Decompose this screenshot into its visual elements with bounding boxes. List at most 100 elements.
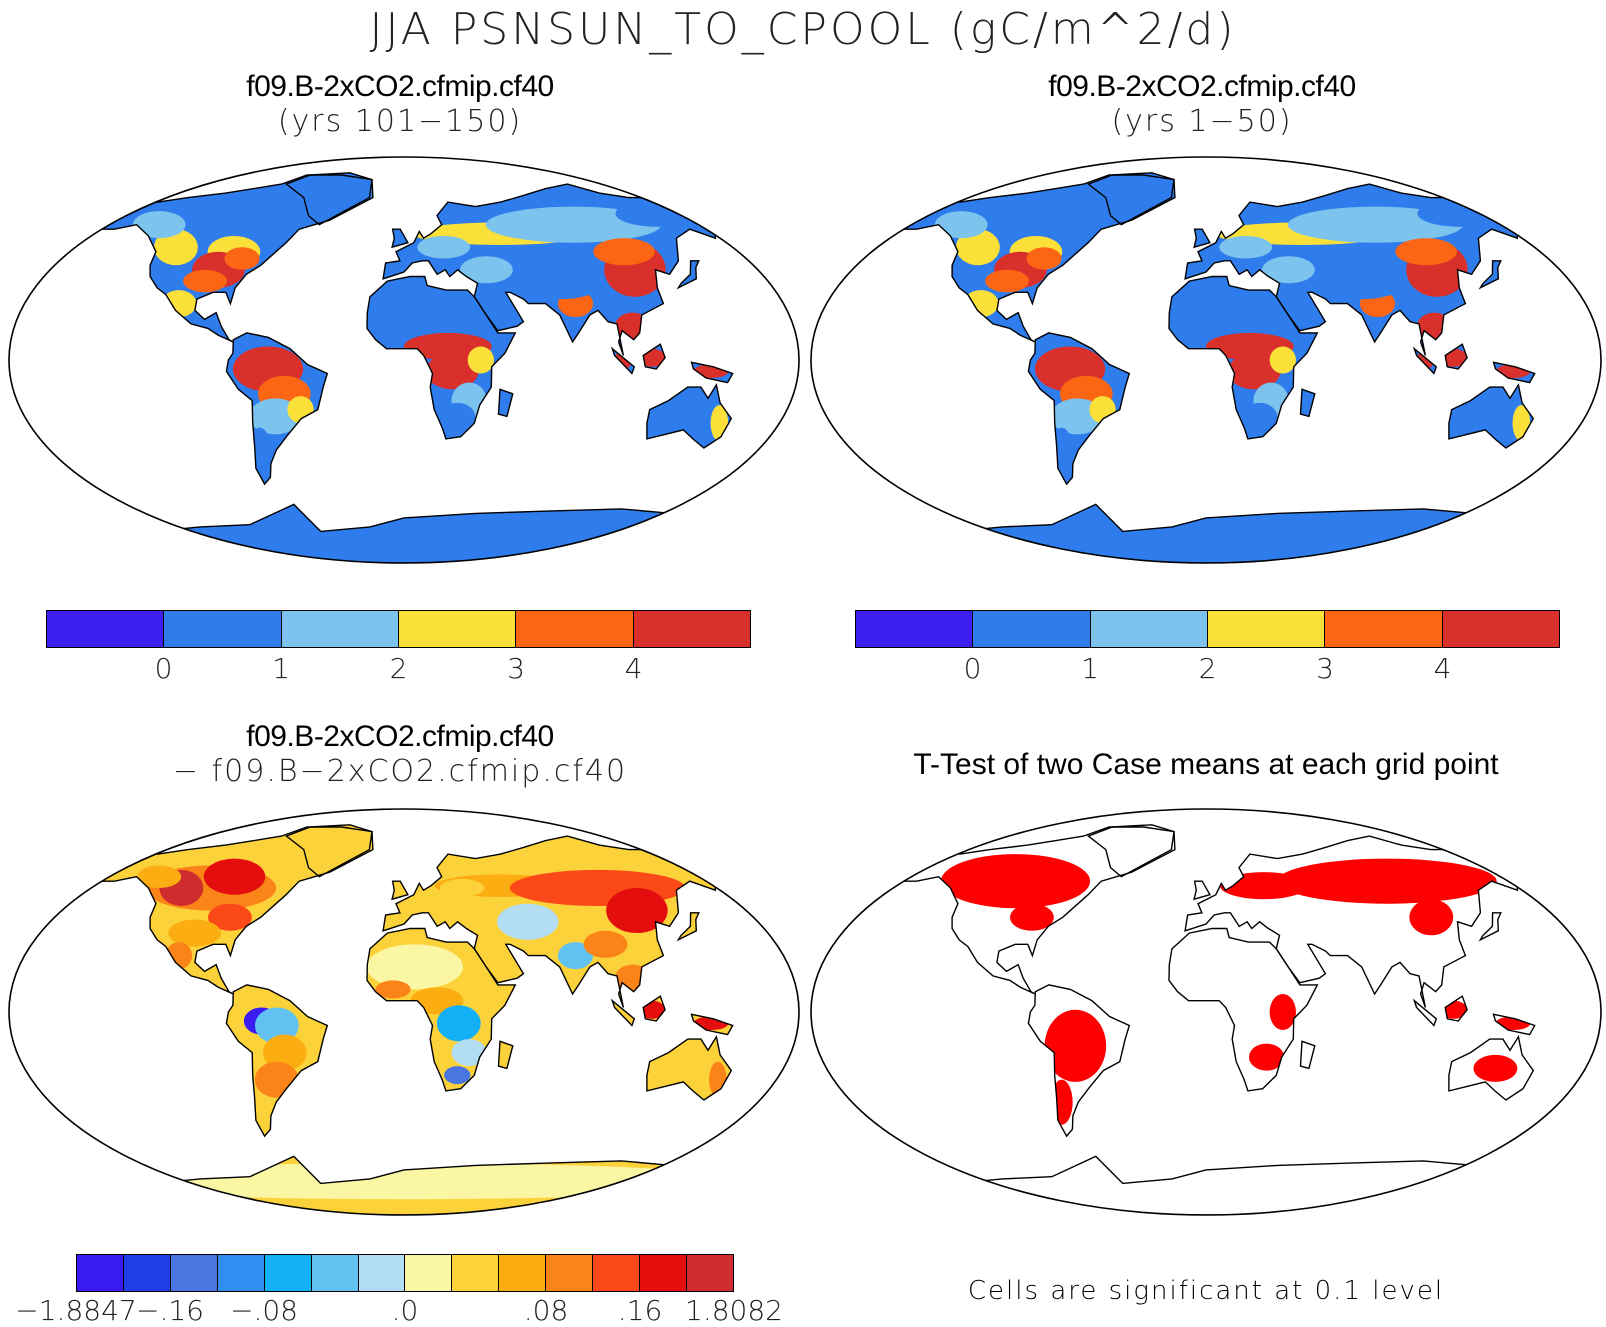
- map-color-region: [254, 1061, 299, 1098]
- map-color-region: [1473, 1054, 1518, 1082]
- coastline-australia: [1448, 1034, 1535, 1101]
- panel-bottom-left-minus-case: − f09.B−2xCO2.cfmip.cf40: [172, 754, 628, 789]
- colorbar-swatch: [640, 1255, 687, 1291]
- coastline-borneo: [642, 995, 666, 1022]
- coastline-sumatra: [1412, 998, 1438, 1027]
- map-color-region: [1269, 346, 1296, 374]
- colorbar-swatch: [281, 611, 399, 647]
- map-bottom-left: [8, 808, 800, 1216]
- colorbar-tick-label: 4: [1433, 652, 1452, 685]
- map-color-region: [467, 346, 494, 374]
- map-color-region: [663, 1048, 725, 1085]
- colorbar-tick-label: .0: [391, 1294, 419, 1327]
- colorbar-swatch: [856, 611, 974, 647]
- map-color-region: [425, 353, 479, 390]
- map-color-region: [934, 211, 988, 239]
- colorbar-swatch: [452, 1255, 500, 1291]
- map-color-region: [940, 854, 1091, 909]
- map-color-region: [1219, 235, 1273, 259]
- coastline-sumatra: [1412, 346, 1438, 375]
- coastline-madagascar: [497, 388, 514, 418]
- colorbar-swatch: [1090, 611, 1208, 647]
- map-color-region: [1026, 247, 1062, 270]
- map-color-region: [955, 229, 1000, 266]
- colorbar-swatch: [398, 611, 517, 647]
- map-color-region: [440, 402, 476, 430]
- coastline-namerica: [896, 174, 1176, 343]
- colorbar-swatch: [47, 611, 165, 647]
- map-color-region: [375, 980, 411, 999]
- map-color-region: [254, 1007, 299, 1044]
- coastline-africa: [366, 927, 517, 1092]
- coastline-samerica: [1027, 984, 1131, 1138]
- colorbar-top-right: [855, 610, 1560, 648]
- ttest-title: T-Test of two Case means at each grid po…: [913, 748, 1499, 781]
- colorbar-swatch: [633, 611, 750, 647]
- coastline-africa: [1168, 275, 1319, 440]
- map-color-region: [606, 887, 668, 934]
- significance-note: Cells are significant at 0.1 level: [967, 1276, 1445, 1306]
- colorbar-swatch: [164, 611, 282, 647]
- coastline-newguinea: [1492, 1013, 1536, 1036]
- colorbar-tick-label: 1: [272, 652, 290, 685]
- map-color-region: [709, 1061, 727, 1098]
- coastline-africa: [1168, 927, 1319, 1092]
- coastline-sumatra: [610, 346, 636, 375]
- colorbar-tick-label: 3: [1316, 652, 1334, 685]
- coastline-japan: [676, 260, 700, 290]
- map-color-region: [183, 269, 228, 293]
- map-border: [8, 808, 800, 1216]
- map-color-region: [1242, 402, 1278, 430]
- map-color-region: [557, 942, 594, 970]
- colorbar-swatch: [1442, 611, 1559, 647]
- coastline-eurasia: [1184, 183, 1539, 356]
- map-color-region: [638, 348, 666, 367]
- colorbar-tick-label: 2: [1198, 652, 1217, 685]
- coastline-samerica: [225, 332, 329, 486]
- map-color-region: [440, 878, 485, 897]
- colorbar-top-left: [46, 610, 751, 648]
- map-color-region: [1440, 348, 1468, 367]
- colorbar-swatch: [358, 1255, 406, 1291]
- map-color-region: [1009, 903, 1054, 931]
- map-color-region: [1458, 398, 1529, 435]
- coastline-borneo: [1444, 343, 1468, 370]
- map-color-region: [1262, 256, 1315, 284]
- map-color-region: [1162, 292, 1250, 338]
- coastline-madagascar: [1299, 1040, 1316, 1070]
- colorbar-swatch: [1207, 611, 1326, 647]
- colorbar-tick-label: −.16: [136, 1294, 204, 1327]
- coastline-greenland: [1086, 172, 1175, 226]
- map-color-region: [1277, 858, 1497, 904]
- colorbar-tick-label: −.08: [230, 1294, 298, 1327]
- map-color-region: [1395, 238, 1457, 266]
- map-color-region: [153, 229, 198, 266]
- map-color-region: [583, 930, 628, 958]
- coastline-australia: [646, 382, 733, 449]
- map-color-region: [366, 944, 464, 990]
- map-color-region: [985, 269, 1030, 293]
- colorbar-swatch: [123, 1255, 171, 1291]
- panel-top-right-title: f09.B-2xCO2.cfmip.cf40 (yrs 1−50): [842, 70, 1562, 139]
- coastline-eurasia: [382, 835, 737, 1008]
- map-color-region: [207, 903, 252, 931]
- panel-bottom-left-case: f09.B-2xCO2.cfmip.cf40: [246, 720, 554, 753]
- colorbar-swatch: [499, 1255, 547, 1291]
- map-color-region: [137, 865, 182, 888]
- map-color-region: [436, 1005, 481, 1042]
- colorbar-swatch: [217, 1255, 265, 1291]
- map-color-region: [638, 1000, 666, 1019]
- map-color-region: [656, 398, 727, 435]
- colorbar-swatch: [170, 1255, 218, 1291]
- map-color-region: [1050, 1079, 1073, 1125]
- coastline-australia: [1448, 382, 1535, 449]
- map-color-region: [203, 858, 266, 895]
- coastline-newguinea: [690, 1013, 734, 1036]
- colorbar-swatch: [1325, 611, 1443, 647]
- panel-top-right-years: (yrs 1−50): [1111, 104, 1293, 139]
- coastline-australia: [646, 1034, 733, 1101]
- colorbar-tick-label: 3: [507, 652, 525, 685]
- map-color-region: [496, 903, 559, 940]
- map-color-region: [1409, 899, 1454, 936]
- map-color-region: [444, 1066, 471, 1085]
